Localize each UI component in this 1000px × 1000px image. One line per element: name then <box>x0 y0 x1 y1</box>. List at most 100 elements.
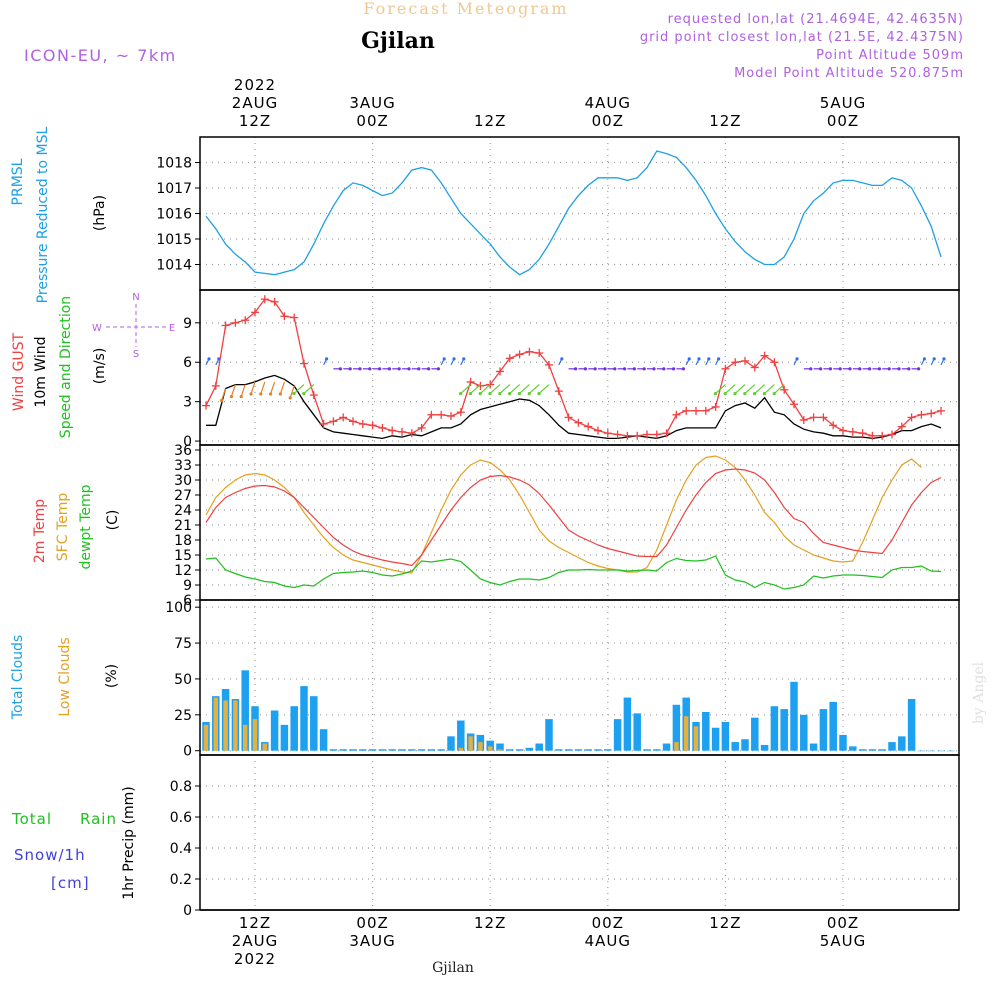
wind-arrow-head <box>292 391 296 396</box>
total-cloud-bar <box>839 734 847 751</box>
y-tick-label: 21 <box>174 518 192 534</box>
wind-arrow <box>734 384 746 395</box>
total-cloud-bar <box>564 749 573 751</box>
wind-arrow-head <box>907 367 911 371</box>
y-tick-label: 0 <box>183 744 192 760</box>
bottom-time-label: 5AUG <box>820 932 866 950</box>
wind-arrow-head <box>249 392 253 396</box>
wind-arrow-head <box>713 391 718 396</box>
low-cloud-bar <box>488 746 493 751</box>
low-cloud-bar <box>233 700 238 751</box>
total-cloud-bar <box>907 699 916 751</box>
total-cloud-bar <box>417 749 426 751</box>
total-cloud-bar <box>780 709 788 751</box>
model-altitude: Model Point Altitude 520.875m <box>734 66 964 81</box>
total-cloud-bar <box>447 736 455 751</box>
wind-arrow <box>773 384 785 395</box>
wind-arrow <box>528 384 540 395</box>
total-cloud-bar <box>721 721 730 751</box>
wind-arrow-head <box>259 392 263 396</box>
wind-arrow-head <box>697 357 701 361</box>
y-tick-label: 1018 <box>156 156 192 172</box>
top-time-label: 00Z <box>827 112 859 130</box>
low-cloud-bar <box>674 742 679 751</box>
wind-arrow-head <box>217 357 221 361</box>
wind-arrow <box>460 384 472 395</box>
wind-arrow-head <box>278 392 282 396</box>
bottom-time-label: 12Z <box>709 914 741 932</box>
top-time-label: 00Z <box>356 112 388 130</box>
wind-speed-dir-label: Speed and Direction <box>58 296 74 438</box>
wind-arrow-head <box>887 367 891 371</box>
y-tick-label: 36 <box>174 443 192 459</box>
total-cloud-bar <box>711 727 720 751</box>
total-cloud-bar <box>506 749 514 751</box>
wind-arrow <box>754 384 766 395</box>
wind-arrow-head <box>436 367 440 371</box>
wind-arrow <box>489 384 501 395</box>
panel-frame <box>199 444 960 601</box>
top-time-label: 3AUG <box>349 94 395 112</box>
bottom-location: Gjilan <box>432 960 474 976</box>
sfc-temp-label: SFC Temp <box>55 493 71 562</box>
wind-arrow <box>538 384 550 395</box>
precip-cm-label: [cm] <box>51 874 90 892</box>
total-cloud-bar <box>515 749 524 751</box>
y-tick-label: 30 <box>174 473 192 489</box>
total-cloud-bar <box>731 742 739 751</box>
precip-total-label: Total <box>11 810 52 828</box>
prmsl-desc-label: Pressure Reduced to MSL <box>35 126 51 303</box>
low-cloud-bar <box>203 724 209 751</box>
location-title: Gjilan <box>361 28 435 54</box>
low-cloud-bar <box>684 716 689 751</box>
wind-arrow-head <box>368 367 372 371</box>
y-tick-label: 9 <box>183 316 192 332</box>
wind-arrow-head <box>772 391 776 396</box>
y-tick-label: 0.2 <box>170 872 192 888</box>
wind-arrow-head <box>922 357 927 361</box>
wind-arrow-head <box>858 367 862 371</box>
y-tick-label: 24 <box>174 503 192 519</box>
low-cloud-bar <box>223 700 228 751</box>
wind-arrow-head <box>452 357 456 361</box>
total-cloud-bar <box>868 749 877 751</box>
wind-arrow-head <box>681 367 686 371</box>
wind-arrow-head <box>442 357 446 361</box>
total-cloud-bar <box>898 736 906 751</box>
y-tick-label: 25 <box>174 708 192 724</box>
prmsl-line <box>205 150 942 276</box>
precip-unit-label: 1hr Precip (mm) <box>121 786 137 899</box>
gust-label: Wind GUST <box>11 332 27 411</box>
pressure-unit-label: (hPa) <box>92 195 108 231</box>
total-cloud-bar <box>751 717 759 751</box>
total-cloud-bar <box>408 749 416 751</box>
total-cloud-bar <box>849 746 857 751</box>
dewpt-label: dewpt Temp <box>78 484 94 569</box>
total-cloud-bar <box>545 719 553 751</box>
compass-rose: N S W E <box>92 292 175 360</box>
wind-arrow-head <box>417 367 421 371</box>
wind-arrow-head <box>733 391 737 396</box>
wind-arrow <box>763 384 775 395</box>
bottom-time-label: 00Z <box>592 914 624 932</box>
y-tick-label: 0 <box>183 903 192 919</box>
wind-arrow-head <box>868 367 872 371</box>
total-cloud-bar <box>378 749 387 751</box>
total-cloud-bar <box>917 750 926 752</box>
wind-arrow-head <box>239 394 243 399</box>
compass-n: N <box>132 292 139 303</box>
wind-arrow-head <box>662 367 666 371</box>
wind-arrow-head <box>687 357 691 361</box>
total-cloud-bar <box>437 749 445 751</box>
total-cloud-bar <box>888 742 896 751</box>
low-cloud-bar <box>262 743 267 751</box>
clouds-panel: 0 25 50 75 100 <box>165 599 960 760</box>
total-cloud-bar <box>310 696 318 751</box>
total-cloud-bar <box>584 749 592 751</box>
wind-arrow-head <box>642 367 646 371</box>
total-cloud-bar <box>339 749 347 751</box>
y-tick-label: 0.8 <box>170 779 192 795</box>
wind-arrow-head <box>348 367 352 371</box>
wind-arrow-head <box>387 367 391 371</box>
